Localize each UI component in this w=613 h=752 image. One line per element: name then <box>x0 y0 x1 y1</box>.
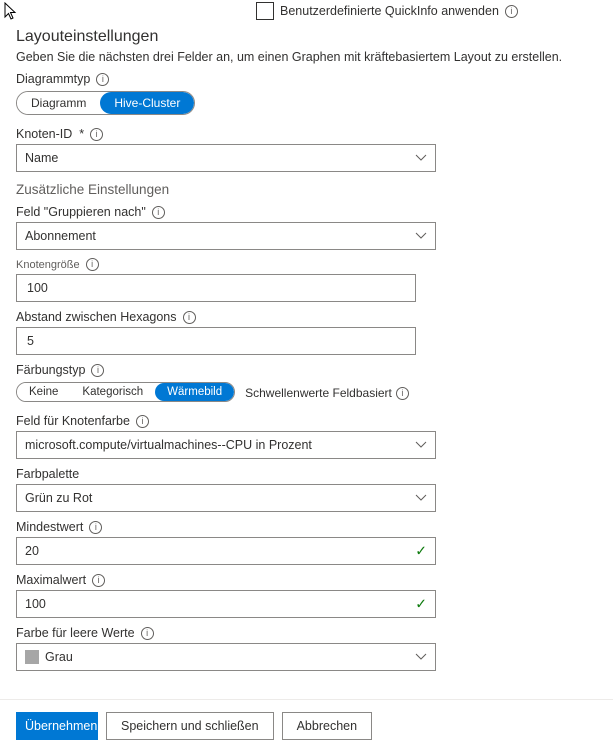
check-icon: ✓ <box>415 596 427 613</box>
min-value-label: Mindestwert i <box>16 520 597 534</box>
coloring-type-label: Färbungstyp i <box>16 363 597 377</box>
pill-hive-cluster[interactable]: Hive-Cluster <box>100 92 194 114</box>
color-swatch <box>25 650 39 664</box>
group-by-select[interactable]: Abonnement <box>16 222 436 250</box>
check-icon: ✓ <box>415 543 427 560</box>
info-icon[interactable]: i <box>505 5 518 18</box>
chevron-down-icon <box>415 232 427 240</box>
empty-color-label: Farbe für leere Werte i <box>16 626 597 640</box>
pill-diagramm[interactable]: Diagramm <box>17 92 100 114</box>
info-icon[interactable]: i <box>136 415 149 428</box>
info-icon[interactable]: i <box>92 574 105 587</box>
empty-color-select[interactable]: Grau <box>16 643 436 671</box>
chevron-down-icon <box>415 154 427 162</box>
info-icon[interactable]: i <box>91 364 104 377</box>
info-icon[interactable]: i <box>152 206 165 219</box>
layout-settings-heading: Layouteinstellungen <box>16 28 597 46</box>
custom-quickinfo-checkbox[interactable]: Benutzerdefinierte QuickInfo anwenden i <box>256 2 597 20</box>
hex-spacing-label: Abstand zwischen Hexagons i <box>16 310 597 324</box>
chevron-down-icon <box>415 441 427 449</box>
palette-label: Farbpalette <box>16 467 597 481</box>
node-color-field-label: Feld für Knotenfarbe i <box>16 414 597 428</box>
max-value-label: Maximalwert i <box>16 573 597 587</box>
palette-select[interactable]: Grün zu Rot <box>16 484 436 512</box>
node-size-input[interactable] <box>16 274 416 302</box>
group-by-label: Feld "Gruppieren nach" i <box>16 205 597 219</box>
max-value-input[interactable]: 100 ✓ <box>16 590 436 618</box>
coloring-type-toggle: Keine Kategorisch Wärmebild <box>16 382 235 402</box>
additional-settings-heading: Zusätzliche Einstellungen <box>16 182 597 197</box>
min-value-input[interactable]: 20 ✓ <box>16 537 436 565</box>
cancel-button[interactable]: Abbrechen <box>282 712 372 740</box>
diagram-type-label: Diagrammtyp i <box>16 72 597 86</box>
info-icon[interactable]: i <box>141 627 154 640</box>
hex-spacing-input[interactable] <box>16 327 416 355</box>
layout-hint: Geben Sie die nächsten drei Felder an, u… <box>16 50 597 64</box>
save-close-button[interactable]: Speichern und schließen <box>106 712 274 740</box>
node-color-field-select[interactable]: microsoft.compute/virtualmachines--CPU i… <box>16 431 436 459</box>
coloring-extra-label: Schwellenwerte Feldbasiert <box>245 386 392 400</box>
footer-actions: Übernehmen Speichern und schließen Abbre… <box>0 699 613 752</box>
chevron-down-icon <box>415 653 427 661</box>
node-size-label: Knotengröße i <box>16 258 597 271</box>
custom-quickinfo-label: Benutzerdefinierte QuickInfo anwenden <box>280 4 499 18</box>
info-icon[interactable]: i <box>396 387 409 400</box>
diagram-type-toggle: Diagramm Hive-Cluster <box>16 91 195 115</box>
chevron-down-icon <box>415 494 427 502</box>
info-icon[interactable]: i <box>183 311 196 324</box>
pill-categorical[interactable]: Kategorisch <box>70 383 155 401</box>
info-icon[interactable]: i <box>89 521 102 534</box>
info-icon[interactable]: i <box>86 258 99 271</box>
node-id-label: Knoten-ID * i <box>16 127 597 141</box>
info-icon[interactable]: i <box>90 128 103 141</box>
info-icon[interactable]: i <box>96 73 109 86</box>
node-id-select[interactable]: Name <box>16 144 436 172</box>
checkbox-box <box>256 2 274 20</box>
apply-button[interactable]: Übernehmen <box>16 712 98 740</box>
pill-heatmap[interactable]: Wärmebild <box>155 383 234 401</box>
pill-none[interactable]: Keine <box>17 383 70 401</box>
